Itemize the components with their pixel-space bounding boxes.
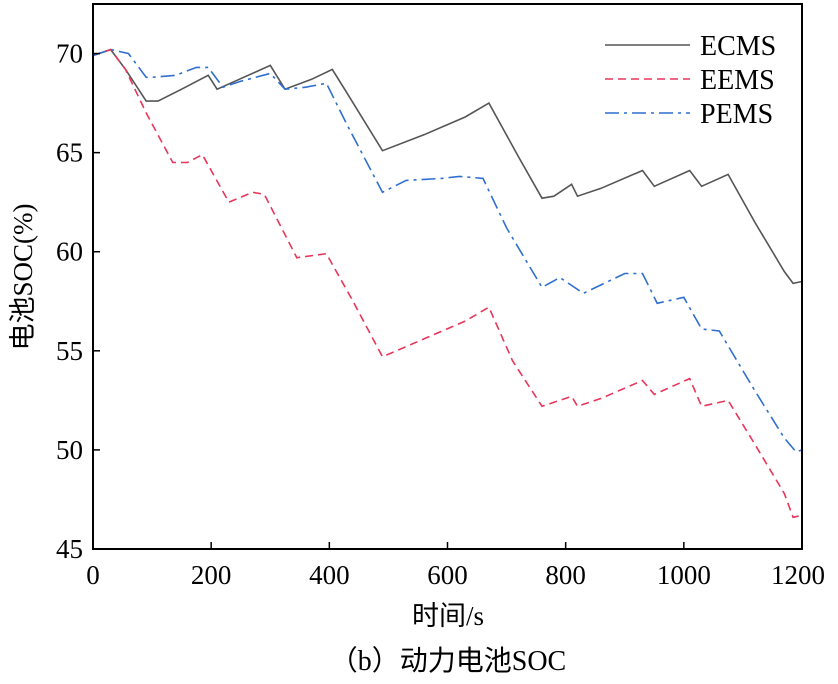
y-tick-label: 50 — [56, 435, 83, 465]
legend-label-pems: PEMS — [700, 99, 773, 130]
x-tick-label: 1000 — [657, 560, 711, 590]
x-tick-label: 0 — [86, 560, 100, 590]
x-tick-label: 600 — [427, 560, 468, 590]
series-line-ecms — [92, 48, 803, 285]
series-line-pems — [92, 48, 803, 453]
legend-label-eems: EEMS — [700, 65, 775, 96]
series-layer — [92, 48, 803, 519]
series-line-eems — [92, 48, 803, 519]
x-tick-label: 400 — [309, 560, 350, 590]
x-tick-label: 800 — [545, 560, 586, 590]
y-axis-label: 电池SOC(%) — [8, 204, 38, 351]
legend-label-ecms: ECMS — [700, 31, 776, 62]
y-tick-label: 55 — [56, 336, 83, 366]
ticks-layer: 0 200 400 600 800 1000 1200 45 50 55 60 65 70 — [56, 39, 825, 590]
y-tick-label: 45 — [56, 534, 83, 564]
y-tick-label: 65 — [56, 138, 83, 168]
x-tick-label: 200 — [191, 560, 232, 590]
x-tick-label: 1200 — [771, 560, 825, 590]
y-tick-label: 70 — [56, 39, 83, 69]
y-tick-label: 60 — [56, 237, 83, 267]
figure-caption: （b）动力电池SOC — [330, 645, 566, 677]
plot-frame — [92, 3, 803, 550]
x-axis-label: 时间/s — [412, 601, 484, 631]
